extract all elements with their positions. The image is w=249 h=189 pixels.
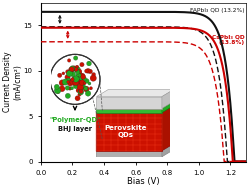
Y-axis label: Current Density
(mA/cm²): Current Density (mA/cm²) bbox=[3, 52, 22, 112]
Text: FAPbI₃ QD (13.2%): FAPbI₃ QD (13.2%) bbox=[189, 8, 244, 12]
Text: CsPbI₃ QD
(13.8%): CsPbI₃ QD (13.8%) bbox=[212, 35, 244, 45]
X-axis label: Bias (V): Bias (V) bbox=[127, 177, 160, 186]
